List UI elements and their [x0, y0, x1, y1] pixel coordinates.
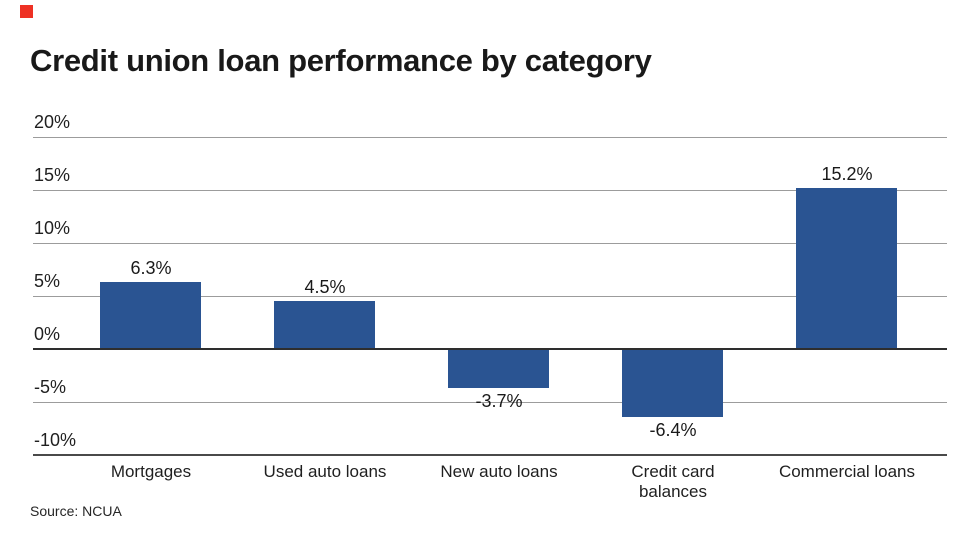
category-label: Mortgages — [110, 462, 192, 481]
category-label: Used auto loans — [263, 462, 387, 481]
y-tick-label: 10% — [34, 218, 71, 238]
value-label: -3.7% — [475, 391, 523, 412]
gridline-5% — [33, 296, 947, 297]
y-tick-label: 20% — [34, 112, 71, 132]
category-label: Commercial loans — [778, 462, 915, 481]
bar-mortgages — [100, 282, 202, 349]
source-note: Source: NCUA — [30, 503, 122, 519]
bar-new-auto-loans — [448, 350, 550, 389]
gridline--5% — [33, 402, 947, 403]
value-label: 15.2% — [821, 163, 873, 184]
y-tick-label: -5% — [34, 377, 67, 397]
gridline-15% — [33, 190, 947, 191]
value-label: 4.5% — [304, 277, 346, 298]
gridline--10% — [33, 454, 947, 456]
bar-used-auto-loans — [274, 301, 376, 349]
y-tick-label: 15% — [34, 165, 71, 185]
y-tick-label: 5% — [34, 271, 61, 291]
y-tick-label: -10% — [34, 430, 77, 450]
bar-commercial-loans — [796, 187, 898, 349]
plot-area: 20% 15% 10% 5% 0% -5% -10% 6.3% Mortgages 4.5% Use… — [33, 112, 947, 501]
gridline-10% — [33, 243, 947, 244]
y-tick-label: 0% — [34, 324, 61, 344]
brand-mark-red-square — [20, 5, 33, 18]
gridline-20% — [33, 137, 947, 138]
gridline-0% — [33, 348, 947, 350]
category-label: Credit card balances — [631, 462, 715, 502]
value-label: -6.4% — [649, 419, 697, 440]
chart-title: Credit union loan performance by categor… — [30, 42, 652, 78]
bar-credit-card-balances — [622, 350, 724, 417]
category-label: New auto loans — [440, 462, 558, 481]
value-label: 6.3% — [130, 258, 172, 279]
